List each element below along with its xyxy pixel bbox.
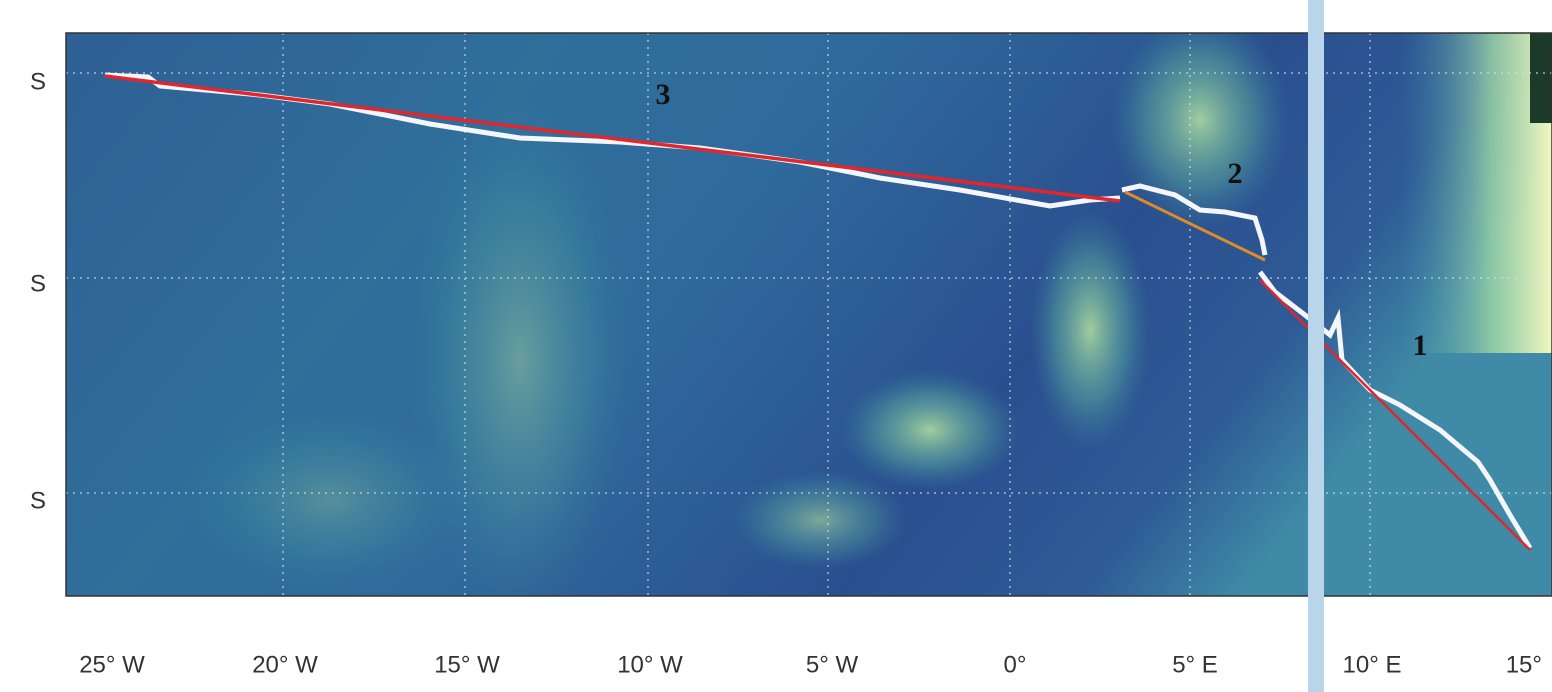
y-tick-label: S <box>30 270 46 297</box>
y-tick-label: S <box>30 487 46 514</box>
x-tick-label: 0° <box>1004 651 1027 678</box>
tracks <box>104 72 1533 551</box>
track-2-fit <box>1124 190 1266 262</box>
track-1-fit <box>1259 279 1531 551</box>
y-tick-label: S <box>30 68 46 95</box>
ridge <box>840 370 1020 490</box>
x-tick-label: 15° <box>1506 651 1542 678</box>
track-3-path <box>104 72 1121 209</box>
map-area: 3 2 1 <box>66 33 1552 596</box>
x-tick-label: 15° W <box>434 651 500 678</box>
x-tick-label: 5° W <box>806 651 859 678</box>
track-label: 2 <box>1228 157 1243 190</box>
ridge <box>410 100 630 596</box>
ridge <box>730 470 910 570</box>
ridge <box>1030 210 1150 450</box>
coast <box>1400 33 1552 353</box>
x-tick-label: 5° E <box>1172 651 1218 678</box>
land <box>1530 33 1552 123</box>
x-tick-label: 10° W <box>617 651 683 678</box>
track-label: 1 <box>1413 329 1428 362</box>
x-tick-label: 10° E <box>1343 651 1402 678</box>
track-label: 3 <box>656 78 671 111</box>
map-frame <box>65 32 1552 597</box>
divider-bar <box>1308 0 1324 692</box>
track-3-fit <box>104 74 1121 203</box>
track-2-path <box>1121 183 1268 256</box>
graticule <box>66 33 1552 596</box>
x-axis-labels: 25° W 20° W 15° W 10° W 5° W 0° 5° E 10° E 15° <box>79 651 1542 678</box>
x-tick-label: 25° W <box>79 651 145 678</box>
ridge <box>1110 33 1290 230</box>
x-tick-label: 20° W <box>252 651 318 678</box>
ridge <box>190 410 470 590</box>
